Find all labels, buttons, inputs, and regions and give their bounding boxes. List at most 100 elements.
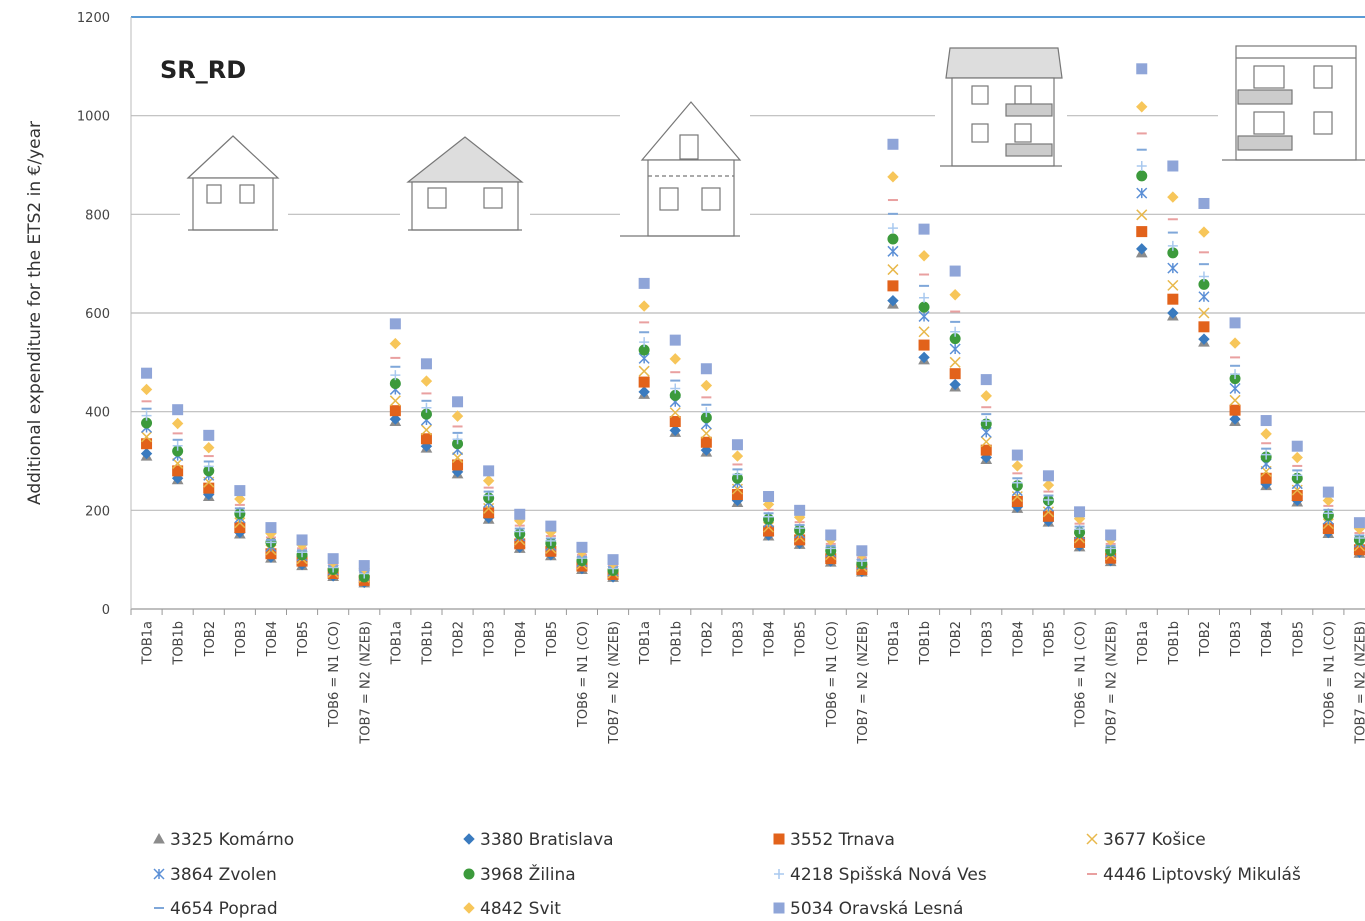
x-tick-label: TOB1b	[420, 621, 435, 666]
legend-marker	[463, 868, 475, 880]
marker	[981, 416, 992, 427]
marker	[669, 416, 681, 428]
y-axis-label: Additional expenditure for the ETS2 in €…	[25, 121, 45, 505]
marker	[1167, 191, 1179, 203]
y-tick-label: 1000	[77, 110, 110, 125]
marker	[1230, 369, 1241, 380]
marker	[887, 264, 899, 276]
x-tick-label: TOB5	[794, 621, 809, 657]
marker	[389, 318, 401, 330]
x-tick-label: TOB1b	[1167, 621, 1182, 666]
marker	[1198, 197, 1210, 209]
marker	[1291, 451, 1303, 464]
marker	[607, 554, 619, 566]
marker	[1012, 477, 1023, 488]
marker	[1167, 240, 1178, 251]
marker	[1322, 486, 1334, 498]
legend-marker	[1086, 833, 1098, 845]
marker	[1291, 440, 1303, 452]
legend-label: 3968 Žilina	[480, 863, 576, 885]
marker	[141, 438, 153, 450]
marker	[420, 375, 433, 387]
marker	[1229, 404, 1241, 416]
x-tick-label: TOB1b	[669, 621, 684, 666]
x-tick-label: TOB7 = N2 (NZEB)	[607, 621, 622, 745]
marker	[763, 491, 775, 503]
marker	[1167, 307, 1179, 319]
legend-marker	[774, 869, 784, 879]
legend-marker	[463, 833, 475, 845]
x-tick-label: TOB4	[1011, 621, 1026, 657]
marker	[141, 431, 153, 443]
marker	[140, 447, 153, 460]
marker	[918, 310, 930, 322]
marker	[1198, 321, 1210, 333]
marker	[1167, 293, 1179, 305]
marker	[1292, 470, 1303, 481]
marker	[732, 469, 743, 480]
marker	[669, 353, 681, 365]
marker	[296, 534, 308, 546]
marker	[389, 395, 401, 407]
marker	[514, 508, 526, 520]
marker	[638, 300, 650, 312]
marker	[887, 233, 899, 245]
x-tick-label: TOB5	[1042, 621, 1057, 657]
marker	[1136, 160, 1147, 171]
marker	[1198, 307, 1210, 319]
marker	[172, 404, 184, 416]
x-tick-label: TOB5	[545, 621, 560, 657]
marker	[1136, 226, 1148, 238]
marker	[482, 475, 495, 487]
marker	[1136, 209, 1148, 221]
marker	[1136, 187, 1148, 199]
marker	[451, 410, 464, 422]
marker	[1042, 470, 1054, 482]
marker	[949, 368, 961, 380]
legend-label: 3325 Komárno	[170, 830, 294, 850]
marker	[949, 265, 961, 277]
marker	[1353, 517, 1365, 529]
marker	[171, 417, 184, 430]
marker	[856, 545, 868, 557]
legend-marker	[153, 832, 165, 844]
marker	[638, 365, 650, 377]
marker	[203, 441, 215, 454]
chart-title: SR_RD	[160, 56, 246, 84]
marker	[669, 334, 681, 346]
marker	[1198, 226, 1210, 238]
legend-label: 4446 Liptovský Mikuláš	[1103, 865, 1301, 885]
marker	[1011, 449, 1023, 461]
marker	[638, 386, 650, 398]
marker	[389, 405, 401, 417]
x-tick-label: TOB2	[203, 621, 218, 657]
marker	[1011, 460, 1024, 472]
x-tick-label: TOB3	[483, 621, 498, 657]
x-tick-label: TOB7 = N2 (NZEB)	[856, 621, 871, 745]
marker	[980, 374, 992, 386]
marker	[452, 452, 464, 464]
marker	[389, 413, 402, 425]
marker	[918, 250, 930, 262]
marker	[918, 326, 930, 338]
x-tick-label: TOB3	[980, 621, 995, 657]
marker	[421, 402, 432, 413]
marker	[980, 390, 992, 402]
marker	[639, 337, 650, 348]
x-tick-label: TOB4	[763, 621, 778, 657]
marker	[234, 522, 246, 534]
marker	[452, 459, 464, 471]
marker	[390, 370, 401, 381]
legend-marker	[463, 902, 475, 914]
marker	[731, 439, 743, 451]
marker	[1229, 413, 1241, 425]
marker	[172, 465, 184, 477]
marker	[1042, 506, 1054, 518]
marker	[731, 450, 744, 462]
marker	[545, 520, 557, 532]
marker	[1260, 415, 1272, 427]
x-tick-label: TOB1a	[141, 621, 156, 665]
marker	[1229, 382, 1241, 395]
marker	[234, 485, 246, 497]
